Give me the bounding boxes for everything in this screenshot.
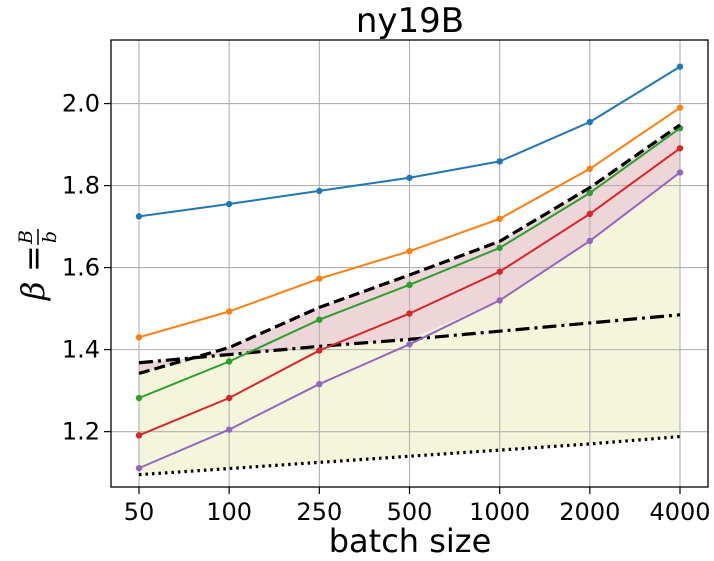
- point-orange: [316, 275, 323, 282]
- y-tick-label: 1.6: [62, 254, 100, 282]
- x-tick-label: 50: [124, 498, 155, 526]
- point-purple: [135, 464, 143, 472]
- point-green: [316, 316, 323, 323]
- point-purple: [406, 341, 413, 348]
- point-blue: [676, 63, 684, 70]
- point-blue: [225, 200, 233, 208]
- point-purple: [316, 380, 323, 388]
- point-purple: [225, 426, 233, 433]
- x-axis-ticks: 50 100 250 500 1000 2000 4000: [124, 487, 711, 526]
- point-purple: [676, 169, 684, 176]
- point-green: [135, 394, 143, 402]
- x-tick-label: 250: [296, 498, 342, 526]
- point-blue: [316, 187, 323, 195]
- x-tick-label: 500: [387, 498, 433, 526]
- point-green: [225, 358, 233, 365]
- point-blue: [496, 158, 503, 165]
- y-tick-label: 2.0: [62, 90, 100, 118]
- point-orange: [225, 308, 233, 315]
- point-orange: [496, 215, 503, 222]
- point-green: [406, 281, 413, 289]
- series-line-black-dashed: [138, 123, 681, 375]
- point-orange: [406, 247, 413, 255]
- x-axis-label: batch size: [329, 522, 492, 560]
- point-red: [316, 347, 323, 354]
- point-blue: [406, 174, 413, 181]
- y-tick-label: 1.8: [62, 172, 100, 200]
- series-layer: [135, 63, 684, 477]
- point-red: [406, 310, 413, 317]
- point-green: [586, 189, 594, 197]
- x-tick-label: 4000: [649, 498, 710, 526]
- point-red: [496, 268, 503, 275]
- point-red: [225, 394, 233, 402]
- point-purple: [586, 237, 594, 245]
- point-blue: [586, 118, 594, 126]
- y-tick-label: 1.4: [62, 336, 100, 364]
- grid: [111, 40, 708, 487]
- x-tick-label: 1000: [469, 498, 530, 526]
- point-orange: [586, 165, 594, 172]
- point-blue: [135, 213, 143, 220]
- chart-title: ny19B: [356, 1, 464, 41]
- y-label-equals: =: [14, 245, 52, 272]
- y-axis-label: β = B b: [14, 229, 61, 301]
- x-tick-label: 2000: [559, 498, 620, 526]
- y-label-beta: β: [14, 282, 52, 302]
- series-line-black-dashdot: [138, 313, 681, 365]
- point-orange: [676, 104, 684, 111]
- point-orange: [135, 334, 143, 341]
- x-tick-label: 100: [206, 498, 252, 526]
- y-axis-ticks: 1.2 1.4 1.6 1.8 2.0: [62, 90, 111, 446]
- point-red: [135, 432, 143, 439]
- y-tick-label: 1.2: [62, 418, 100, 446]
- y-label-denominator: b: [39, 231, 61, 243]
- point-green: [496, 244, 503, 252]
- y-label-numerator: B: [15, 230, 37, 245]
- point-red: [676, 145, 684, 152]
- point-purple: [496, 297, 503, 304]
- point-red: [586, 210, 594, 218]
